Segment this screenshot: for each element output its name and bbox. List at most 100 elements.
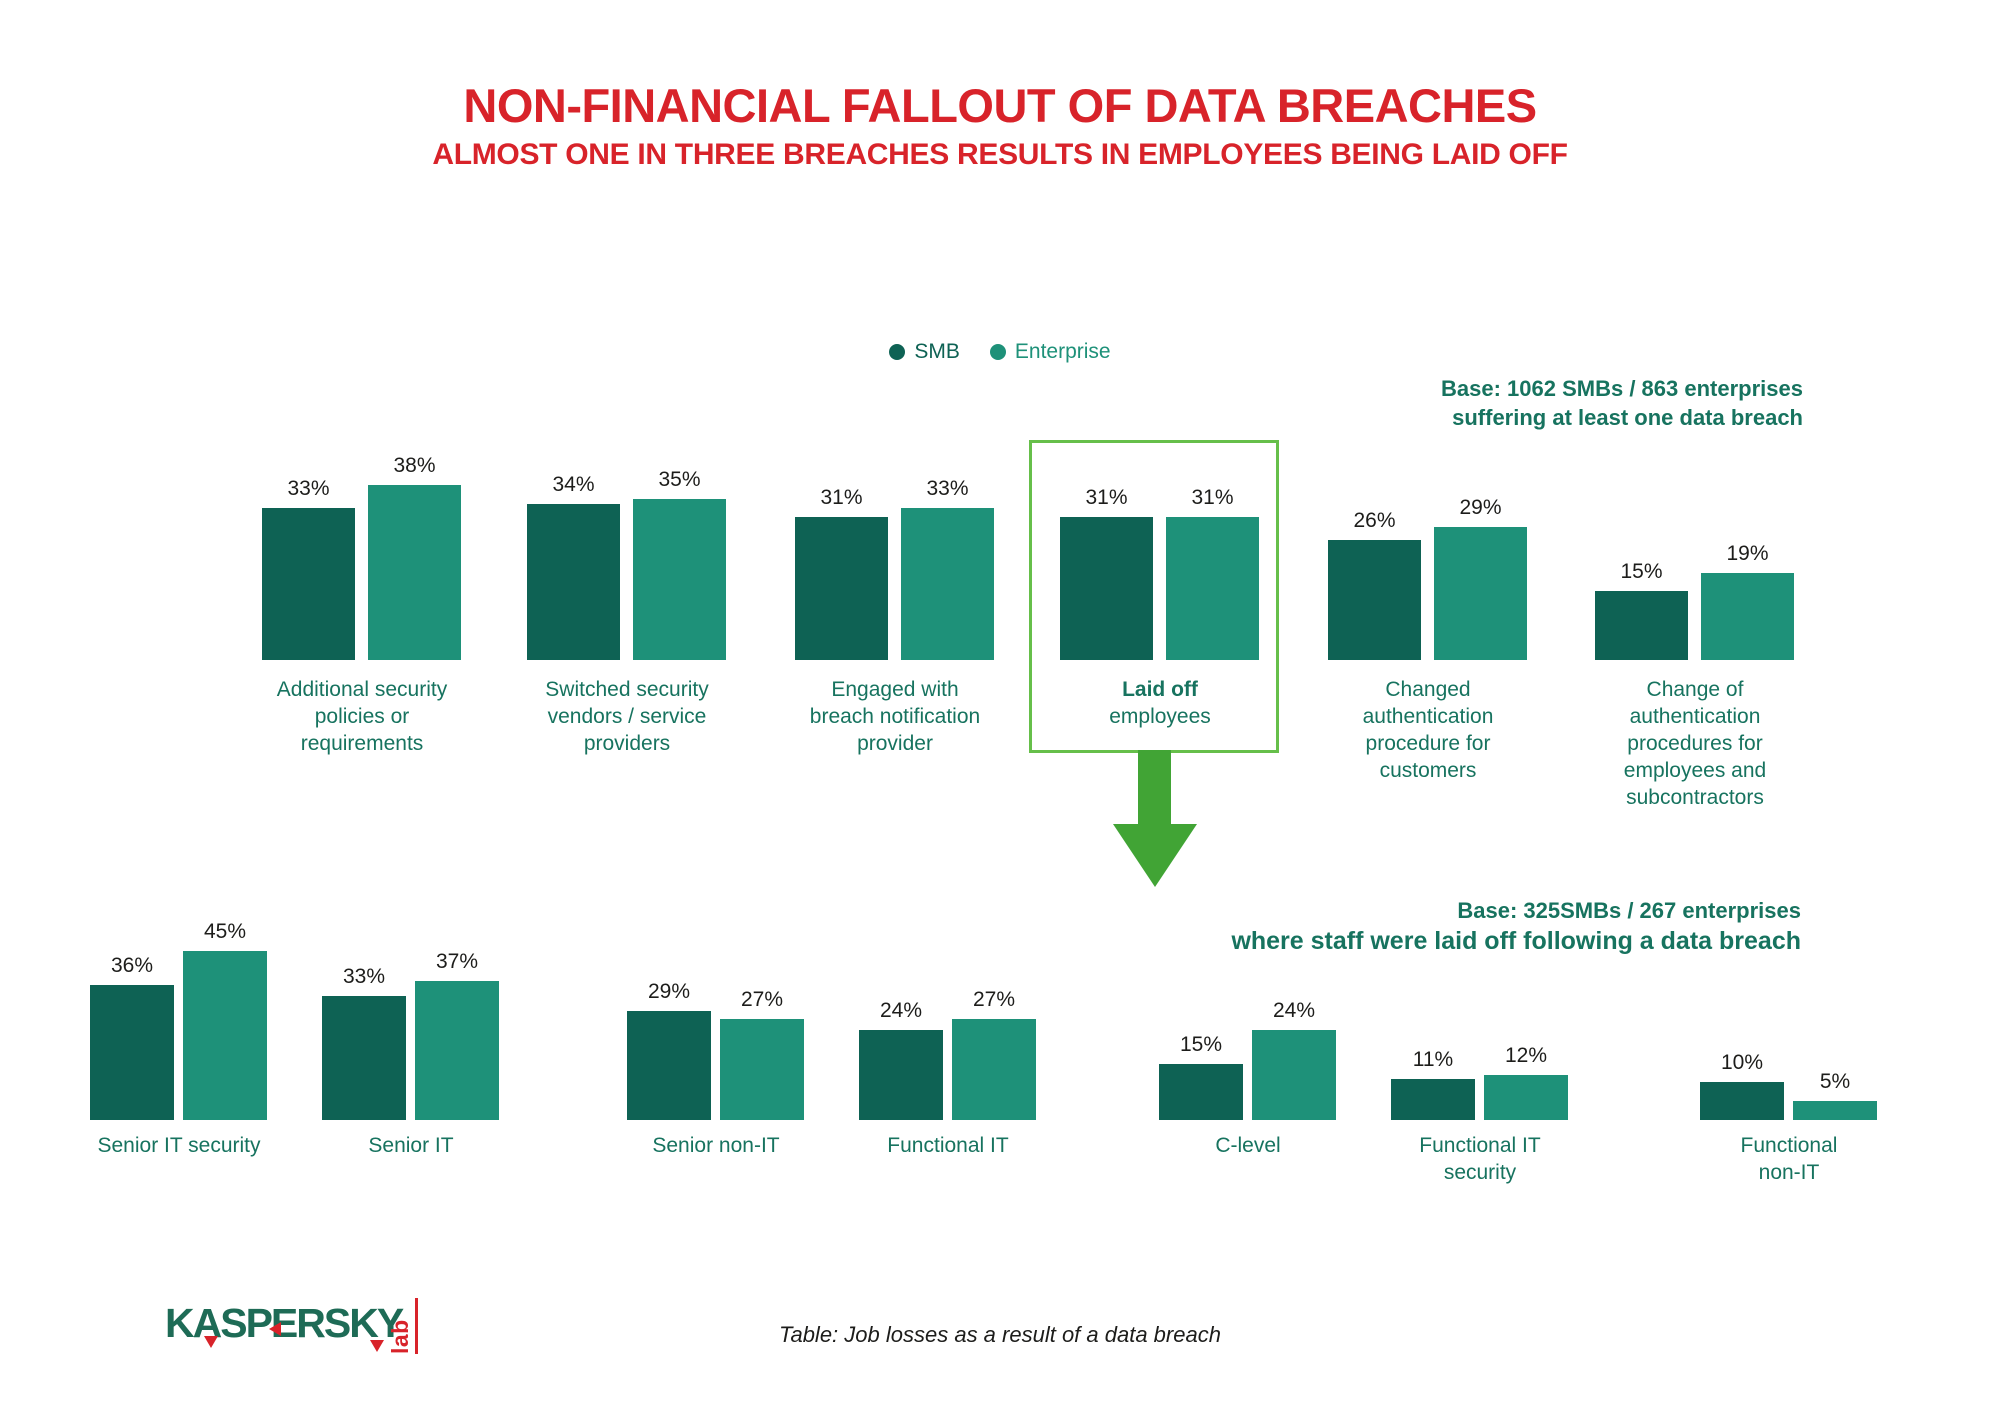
bar-smb xyxy=(90,985,174,1120)
bar-smb xyxy=(1391,1079,1475,1120)
category-label: Functional non-IT xyxy=(1740,1134,1838,1184)
bar-smb xyxy=(859,1030,943,1120)
category-label: C-level xyxy=(1215,1134,1281,1157)
bar-group: 31% 31% xyxy=(1060,486,1259,660)
bar-cell-smb: 15% xyxy=(1159,1033,1243,1120)
bar-value-label: 29% xyxy=(1459,496,1502,519)
base-note-bottom-line1: Base: 325SMBs / 267 enterprises xyxy=(1457,898,1801,923)
bar-cell-smb: 26% xyxy=(1328,509,1421,660)
bar-smb xyxy=(1328,540,1421,660)
bar-group: 11% 12% xyxy=(1391,1044,1568,1120)
table-caption: Table: Job losses as a result of a data … xyxy=(779,1322,1221,1347)
bar-enterprise xyxy=(1701,573,1794,660)
bar-value-label: 34% xyxy=(552,473,595,496)
bar-smb xyxy=(795,517,888,660)
bar-cell-enterprise: 19% xyxy=(1701,542,1794,660)
bar-enterprise xyxy=(720,1019,804,1120)
bar-cell-enterprise: 33% xyxy=(901,477,994,660)
bar-value-label: 38% xyxy=(393,454,436,477)
bar-enterprise xyxy=(1252,1030,1336,1120)
bar-smb xyxy=(1159,1064,1243,1120)
bar-value-label: 31% xyxy=(820,486,863,509)
smb-legend-dot-icon xyxy=(889,344,906,360)
bar-cell-enterprise: 35% xyxy=(633,468,726,660)
enterprise-legend-dot-icon xyxy=(989,344,1006,360)
bar-cell-smb: 33% xyxy=(262,477,355,660)
bar-group: 31% 33% xyxy=(795,477,994,660)
bar-enterprise xyxy=(1166,517,1259,660)
legend-item-enterprise: Enterprise xyxy=(989,340,1111,364)
bar-group: 36% 45% xyxy=(90,920,267,1120)
chart-legend: SMB Enterprise xyxy=(0,340,2000,364)
page-subtitle: ALMOST ONE IN THREE BREACHES RESULTS IN … xyxy=(432,138,1568,171)
bar-cell-enterprise: 45% xyxy=(183,920,267,1120)
bar-enterprise xyxy=(1484,1075,1568,1120)
bar-value-label: 15% xyxy=(1179,1033,1223,1056)
bar-smb xyxy=(262,508,355,660)
category-label: Laid off employees xyxy=(1109,678,1211,728)
bar-value-label: 10% xyxy=(1720,1051,1764,1074)
bar-group: 10% 5% xyxy=(1700,1051,1877,1120)
bar-value-label: 31% xyxy=(1191,486,1234,509)
bar-value-label: 27% xyxy=(740,988,784,1011)
category-label: Changed authentication procedure for custom… xyxy=(1362,678,1494,782)
bar-enterprise xyxy=(952,1019,1036,1120)
category-label: Switched security vendors / service provid… xyxy=(545,678,709,755)
bar-value-label: 24% xyxy=(879,999,923,1022)
bar-group: 33% 37% xyxy=(322,950,499,1120)
base-note-bottom-line2: where staff were laid off following a da… xyxy=(1231,927,1801,955)
bar-cell-smb: 11% xyxy=(1391,1048,1475,1120)
legend-item-smb: SMB xyxy=(889,340,960,364)
bar-value-label: 33% xyxy=(342,965,386,988)
bar-group: 33% 38% xyxy=(262,454,461,660)
bar-cell-enterprise: 27% xyxy=(952,988,1036,1120)
bar-smb xyxy=(527,504,620,660)
category-label: Additional security policies or requiremen… xyxy=(276,678,448,755)
category-label: Functional IT xyxy=(887,1134,1009,1157)
bar-value-label: 37% xyxy=(435,950,479,973)
bar-cell-enterprise: 12% xyxy=(1484,1044,1568,1120)
bar-value-label: 27% xyxy=(972,988,1016,1011)
logo-red-triangle-icon xyxy=(204,1336,218,1348)
base-note-bottom: Base: 325SMBs / 267 enterprises where st… xyxy=(1231,896,1801,958)
logo-red-triangle-icon xyxy=(269,1322,281,1336)
legend-label-smb: SMB xyxy=(914,340,960,363)
category-label: Engaged with breach notification provider xyxy=(809,678,981,755)
bar-cell-enterprise: 27% xyxy=(720,988,804,1120)
bar-value-label: 33% xyxy=(287,477,330,500)
category-label: Change of authentication procedures for emp… xyxy=(1623,678,1767,809)
bar-value-label: 19% xyxy=(1726,542,1769,565)
bar-cell-smb: 15% xyxy=(1595,560,1688,660)
bar-enterprise xyxy=(183,951,267,1120)
bar-cell-smb: 10% xyxy=(1700,1051,1784,1120)
bar-group: 34% 35% xyxy=(527,468,726,660)
bar-group: 15% 19% xyxy=(1595,542,1794,660)
category-label: Functional IT security xyxy=(1419,1134,1541,1184)
down-arrow-icon xyxy=(1138,750,1171,826)
bar-group: 15% 24% xyxy=(1159,999,1336,1120)
bar-cell-smb: 31% xyxy=(795,486,888,660)
bar-smb xyxy=(627,1011,711,1120)
logo-red-triangle-icon xyxy=(370,1340,384,1352)
bar-value-label: 29% xyxy=(647,980,691,1003)
legend-label-enterprise: Enterprise xyxy=(1014,340,1111,363)
bar-cell-enterprise: 29% xyxy=(1434,496,1527,660)
bar-smb xyxy=(1060,517,1153,660)
bar-smb xyxy=(1700,1082,1784,1120)
bar-enterprise xyxy=(1793,1101,1877,1120)
bar-cell-enterprise: 5% xyxy=(1793,1070,1877,1120)
bar-value-label: 12% xyxy=(1504,1044,1548,1067)
bar-enterprise xyxy=(415,981,499,1120)
bar-smb xyxy=(322,996,406,1120)
kaspersky-logo: KASPERSKY lab xyxy=(165,1294,465,1364)
bar-cell-enterprise: 24% xyxy=(1252,999,1336,1120)
bar-cell-enterprise: 31% xyxy=(1166,486,1259,660)
bar-cell-smb: 36% xyxy=(90,954,174,1120)
base-note-top: Base: 1062 SMBs / 863 enterprises suffer… xyxy=(1441,374,1803,432)
category-label: Senior IT security xyxy=(97,1134,261,1157)
bar-cell-enterprise: 37% xyxy=(415,950,499,1120)
bar-cell-smb: 31% xyxy=(1060,486,1153,660)
bar-value-label: 24% xyxy=(1272,999,1316,1022)
bar-value-label: 35% xyxy=(658,468,701,491)
